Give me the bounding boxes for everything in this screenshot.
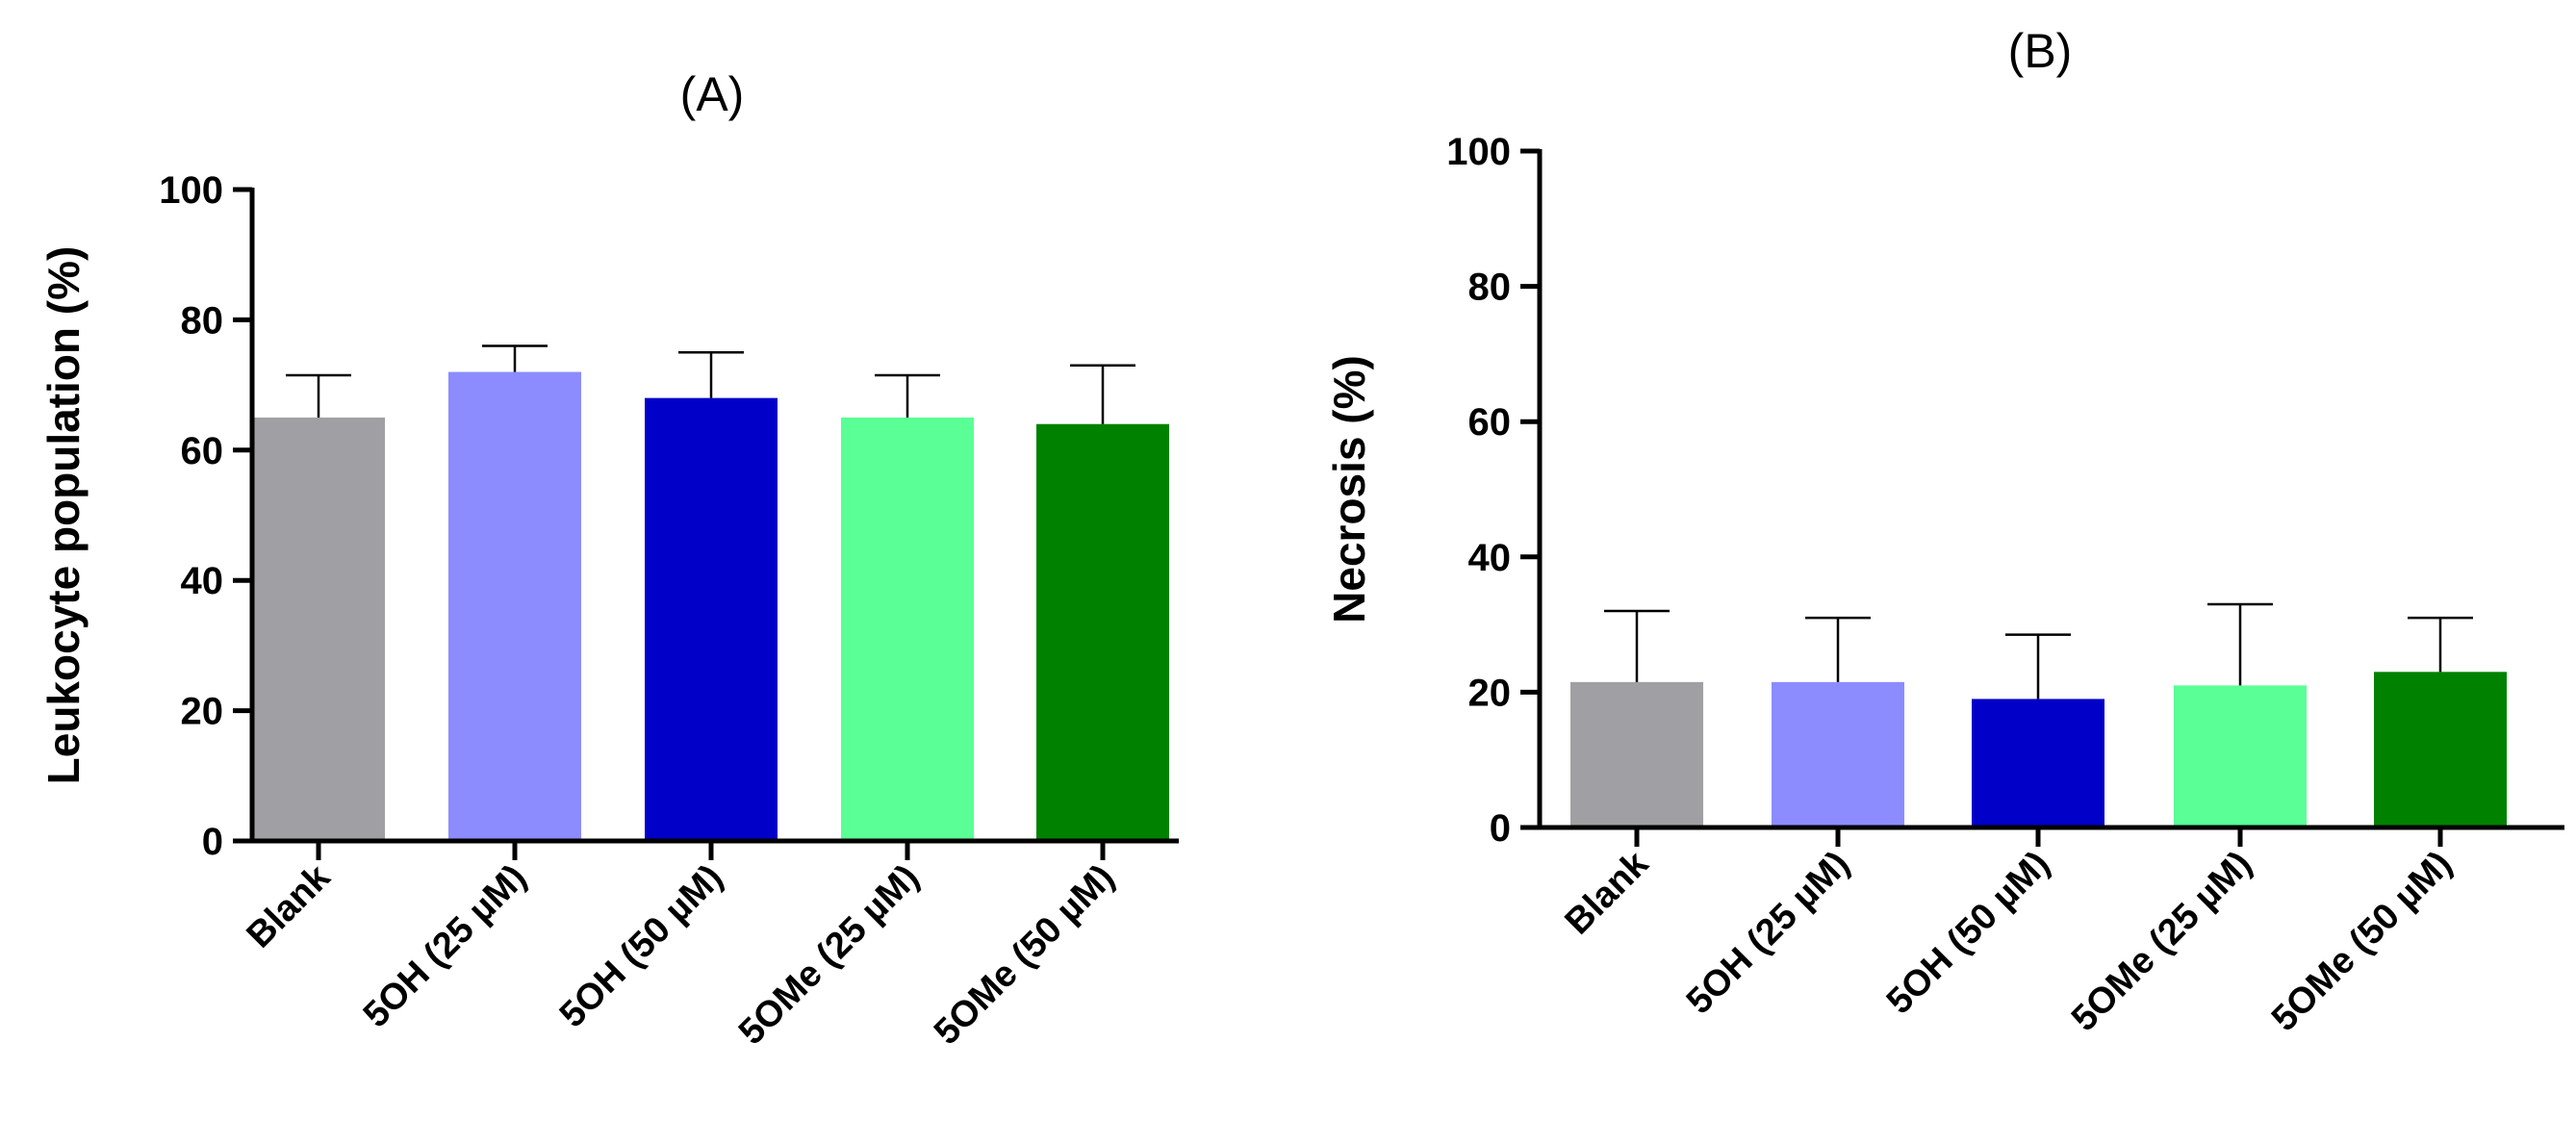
y-axis-label: Necrosis (%) (1324, 355, 1374, 623)
x-tick-label: 5OMe (25 µM) (2064, 844, 2259, 1039)
x-tick-label: Blank (1557, 843, 1656, 942)
y-tick-label: 40 (181, 560, 224, 602)
y-tick-label: 0 (1490, 807, 1511, 850)
bar-3 (645, 397, 778, 841)
y-tick-label: 40 (1468, 537, 1512, 579)
chart-title: (B) (2008, 24, 2073, 78)
bar-1 (1570, 681, 1703, 827)
bar-2 (448, 371, 581, 841)
bar-5 (1036, 423, 1169, 841)
y-tick-label: 80 (181, 299, 224, 342)
chart-a: (A) Leukocyte population (%) 0 20 40 60 80 100 B… (38, 67, 1179, 1053)
bar-1 (252, 417, 385, 841)
y-tick-label: 60 (181, 430, 224, 472)
x-tick-label: 5OH (50 µM) (552, 857, 731, 1036)
y-axis-label: Leukocyte population (%) (38, 246, 89, 785)
y-tick-label: 20 (181, 691, 224, 733)
chart-b: (B) Necrosis (%) 0 20 40 60 80 100 Blank 5OH (25 … (1324, 24, 2564, 1039)
bar-3 (1972, 699, 2104, 827)
x-tick-label: Blank (239, 856, 338, 955)
chart-title: (A) (680, 67, 745, 121)
bar-4 (2174, 685, 2307, 827)
x-tick-label: 5OMe (50 µM) (927, 857, 1122, 1053)
bar-5 (2374, 672, 2507, 827)
y-tick-label: 0 (202, 821, 223, 863)
y-tick-label: 100 (1446, 131, 1511, 173)
x-tick-label: 5OH (50 µM) (1879, 844, 2058, 1023)
bar-2 (1772, 681, 1904, 827)
y-tick-label: 20 (1468, 672, 1512, 714)
x-tick-label: 5OH (25 µM) (1679, 844, 1858, 1023)
x-tick-label: 5OMe (50 µM) (2264, 844, 2460, 1039)
x-tick-label: 5OH (25 µM) (356, 857, 535, 1036)
y-tick-label: 60 (1468, 401, 1512, 444)
bar-4 (841, 417, 974, 841)
y-tick-label: 100 (159, 169, 223, 212)
x-tick-label: 5OMe (25 µM) (731, 857, 927, 1053)
y-tick-label: 80 (1468, 267, 1512, 309)
